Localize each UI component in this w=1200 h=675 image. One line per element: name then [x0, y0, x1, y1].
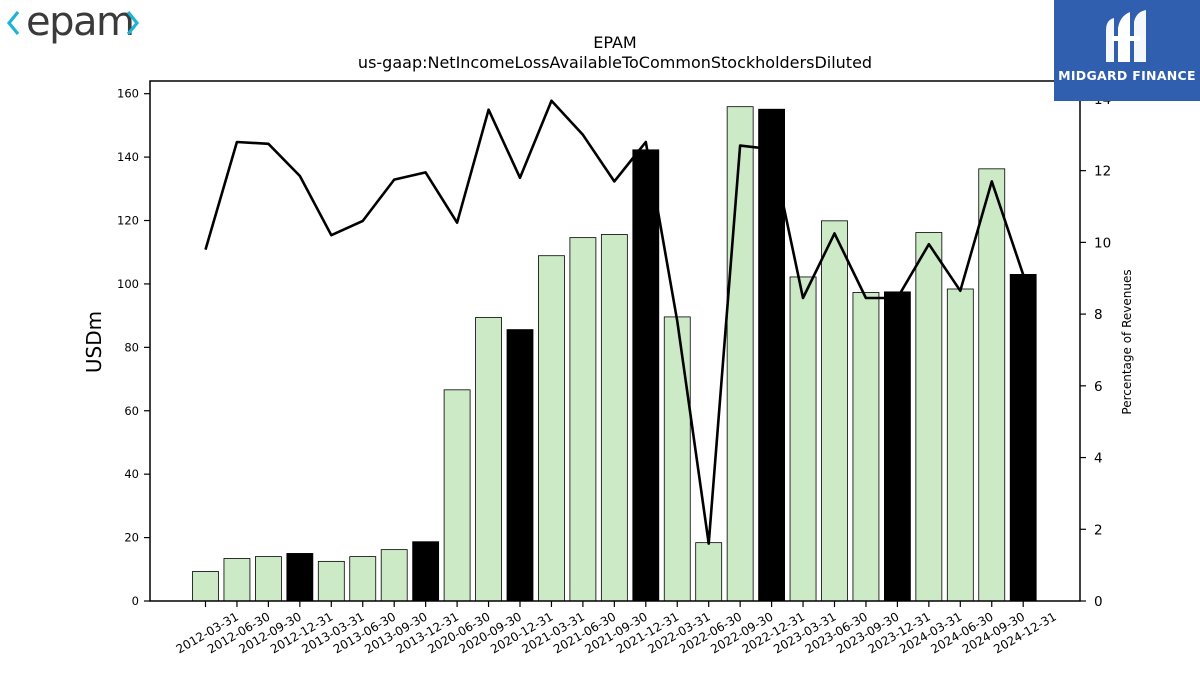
x-axis: 2012-03-312012-06-302012-09-302012-12-31… — [174, 601, 1059, 656]
epam-logo: epam — [4, 0, 144, 56]
bar-2022-03-31 — [663, 316, 691, 602]
bar-2023-09-30 — [852, 292, 880, 602]
y2-tick-label: 0 — [1094, 594, 1103, 610]
svg-text:epam: epam — [26, 0, 133, 45]
y2-axis-label: Percentage of Revenues — [1120, 269, 1134, 414]
bar-2012-09-30 — [254, 556, 282, 602]
y-tick-label: 120 — [117, 214, 139, 228]
bar-2013-09-30 — [380, 549, 408, 602]
bar-2013-12-31 — [412, 541, 440, 602]
bar-2020-12-31 — [506, 329, 534, 602]
bar-2023-03-31 — [789, 276, 817, 602]
y2-tick-label: 10 — [1094, 235, 1111, 251]
y-tick-label: 20 — [124, 531, 139, 545]
y2-tick-label: 12 — [1094, 164, 1111, 180]
y2-tick-label: 4 — [1094, 451, 1103, 467]
bar-2012-03-31 — [192, 571, 219, 602]
chart-subtitle: us-gaap:NetIncomeLossAvailableToCommonSt… — [358, 53, 872, 72]
y-axis-label: USDm — [82, 311, 106, 373]
plot-frame — [149, 80, 1081, 602]
y-tick-label: 60 — [124, 404, 139, 418]
bar-2024-06-30 — [946, 288, 974, 602]
chart-title: EPAM — [593, 33, 636, 52]
midgard-mark-icon — [1106, 10, 1146, 62]
bar-2023-12-31 — [884, 291, 911, 602]
bar-2022-06-30 — [695, 542, 723, 602]
bar-2020-09-30 — [475, 317, 502, 602]
bar-2023-06-30 — [821, 220, 848, 602]
bar-2012-12-31 — [286, 553, 314, 602]
bar-2024-03-31 — [915, 232, 943, 602]
y2-tick-label: 2 — [1094, 522, 1103, 538]
y-tick-label: 140 — [117, 150, 139, 164]
y-tick-label: 100 — [117, 277, 139, 291]
y-axis-right: 02468101214 — [1080, 92, 1111, 610]
y-tick-label: 80 — [124, 340, 139, 354]
bar-2013-06-30 — [349, 556, 377, 602]
y-tick-label: 40 — [124, 467, 139, 481]
bar-2013-03-31 — [317, 560, 345, 602]
bar-2022-09-30 — [726, 106, 754, 602]
y2-tick-label: 6 — [1094, 379, 1103, 395]
bar-2021-09-30 — [600, 234, 628, 602]
bar-2021-03-31 — [538, 255, 565, 602]
bar-2024-12-31 — [1009, 274, 1037, 602]
bar-2020-06-30 — [443, 389, 471, 602]
y-tick-label: 160 — [117, 87, 139, 101]
chevron-left-icon — [6, 10, 20, 36]
bar-2012-06-30 — [223, 558, 251, 602]
chevron-right-icon — [126, 10, 140, 36]
midgard-finance-logo: MIDGARD FINANCE — [1054, 0, 1200, 101]
bars-layer — [192, 106, 1037, 602]
y-tick-label: 0 — [132, 594, 139, 608]
bar-2021-12-31 — [632, 149, 660, 602]
bar-2022-12-31 — [758, 108, 785, 602]
bar-2024-09-30 — [978, 168, 1006, 602]
percentage-line — [204, 99, 1025, 545]
y2-tick-label: 8 — [1094, 307, 1103, 323]
y-axis-left: 0 20 40 60 80 100 120 140 160 — [117, 87, 150, 608]
midgard-finance-text: MIDGARD FINANCE — [1058, 68, 1196, 83]
bar-2021-06-30 — [569, 237, 597, 602]
